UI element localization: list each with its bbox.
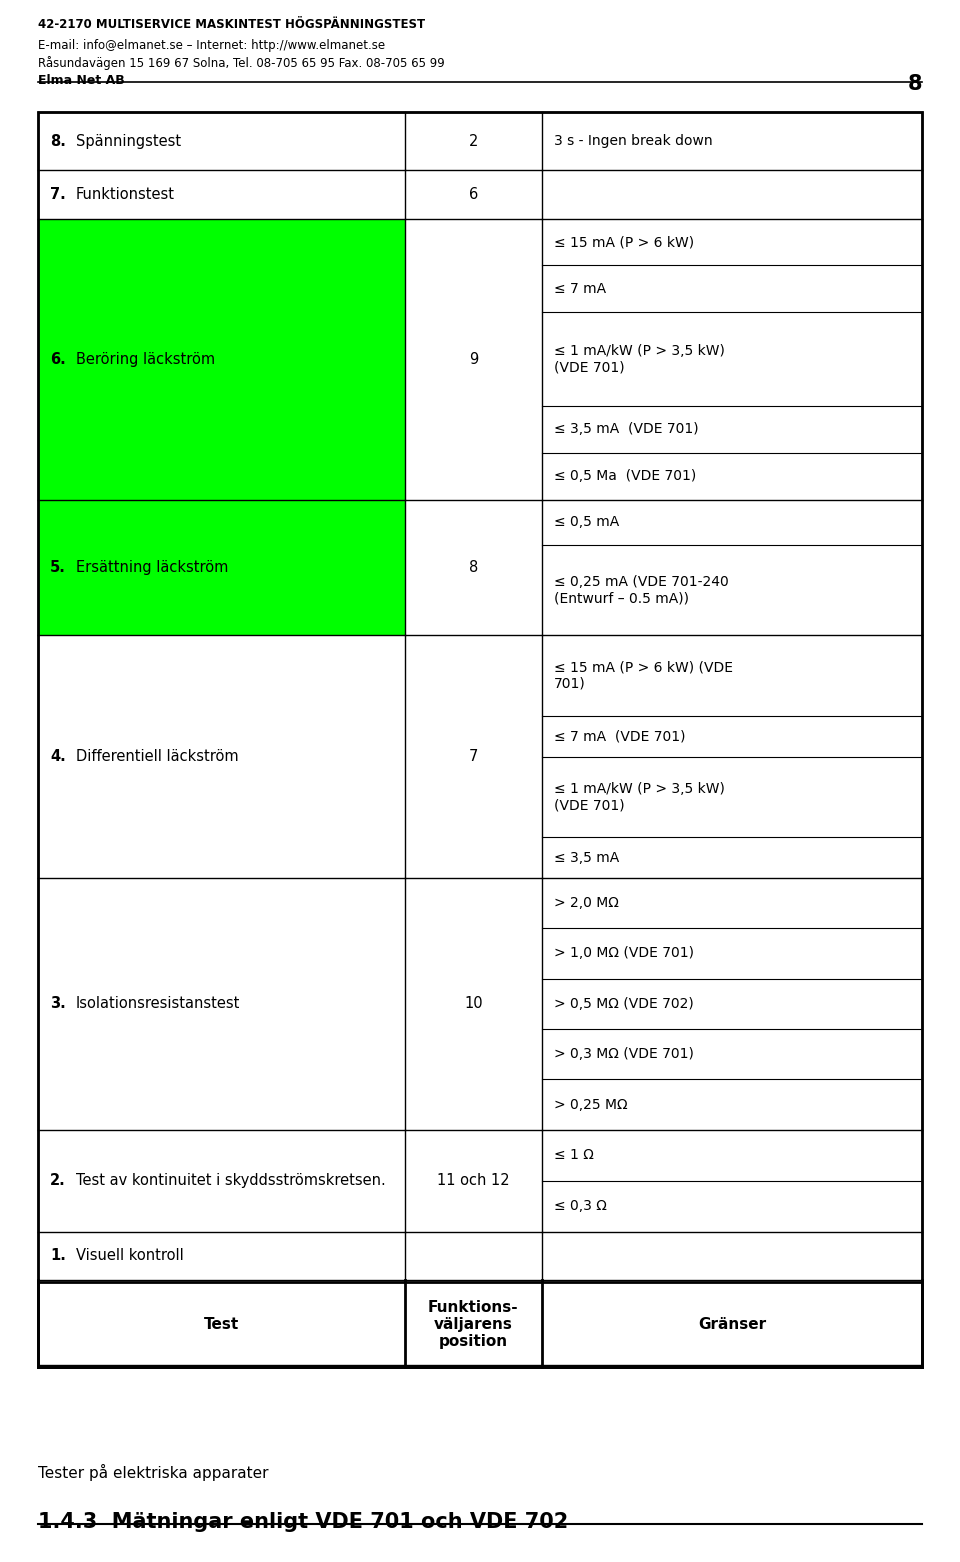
- Text: ≤ 1 Ω: ≤ 1 Ω: [554, 1148, 593, 1162]
- Text: Spänningstest: Spänningstest: [76, 134, 181, 148]
- Text: 42-2170 MULTISERVICE MASKINTEST HÖGSPÄNNINGSTEST: 42-2170 MULTISERVICE MASKINTEST HÖGSPÄNN…: [38, 19, 425, 31]
- Text: 6.: 6.: [50, 351, 65, 367]
- Text: 6: 6: [468, 187, 478, 201]
- Text: 3.: 3.: [50, 997, 65, 1011]
- Text: E-mail: info@elmanet.se – Internet: http://www.elmanet.se: E-mail: info@elmanet.se – Internet: http…: [38, 39, 385, 52]
- Text: Visuell kontroll: Visuell kontroll: [76, 1248, 183, 1264]
- Text: ≤ 3,5 mA  (VDE 701): ≤ 3,5 mA (VDE 701): [554, 422, 699, 436]
- Text: Tester på elektriska apparater: Tester på elektriska apparater: [38, 1464, 269, 1481]
- Text: 4.: 4.: [50, 750, 65, 764]
- Text: Test av kontinuitet i skyddsströmskretsen.: Test av kontinuitet i skyddsströmskretse…: [76, 1173, 386, 1189]
- Bar: [38, 500, 405, 636]
- Text: 11 och 12: 11 och 12: [437, 1173, 510, 1189]
- Text: ≤ 7 mA: ≤ 7 mA: [554, 281, 606, 295]
- Text: > 0,3 MΩ (VDE 701): > 0,3 MΩ (VDE 701): [554, 1047, 694, 1061]
- Text: > 0,25 MΩ: > 0,25 MΩ: [554, 1098, 628, 1112]
- Text: ≤ 15 mA (P > 6 kW) (VDE
701): ≤ 15 mA (P > 6 kW) (VDE 701): [554, 661, 732, 690]
- Text: ≤ 7 mA  (VDE 701): ≤ 7 mA (VDE 701): [554, 729, 685, 744]
- Text: ≤ 0,3 Ω: ≤ 0,3 Ω: [554, 1200, 607, 1214]
- Text: 8.: 8.: [50, 134, 66, 148]
- Text: > 1,0 MΩ (VDE 701): > 1,0 MΩ (VDE 701): [554, 947, 694, 961]
- Text: 8: 8: [907, 73, 922, 94]
- Text: ≤ 0,5 Ma  (VDE 701): ≤ 0,5 Ma (VDE 701): [554, 469, 696, 483]
- Text: Differentiell läckström: Differentiell läckström: [76, 750, 239, 764]
- Text: 8: 8: [468, 561, 478, 575]
- Text: 1.: 1.: [50, 1248, 66, 1264]
- Text: 1.4.3  Mätningar enligt VDE 701 och VDE 702: 1.4.3 Mätningar enligt VDE 701 och VDE 7…: [38, 1512, 568, 1532]
- Text: Elma Net AB: Elma Net AB: [38, 73, 125, 87]
- Text: 3 s - Ingen break down: 3 s - Ingen break down: [554, 134, 712, 148]
- Text: Råsundavägen 15 169 67 Solna, Tel. 08-705 65 95 Fax. 08-705 65 99: Råsundavägen 15 169 67 Solna, Tel. 08-70…: [38, 56, 444, 70]
- Text: ≤ 0,25 mA (VDE 701-240
(Entwurf – 0.5 mA)): ≤ 0,25 mA (VDE 701-240 (Entwurf – 0.5 mA…: [554, 575, 729, 606]
- Text: Funktionstest: Funktionstest: [76, 187, 175, 201]
- Text: ≤ 3,5 mA: ≤ 3,5 mA: [554, 851, 619, 864]
- Text: Ersättning läckström: Ersättning läckström: [76, 561, 228, 575]
- Text: Beröring läckström: Beröring läckström: [76, 351, 215, 367]
- Text: > 0,5 MΩ (VDE 702): > 0,5 MΩ (VDE 702): [554, 997, 694, 1011]
- Text: ≤ 15 mA (P > 6 kW): ≤ 15 mA (P > 6 kW): [554, 234, 694, 248]
- Bar: [38, 112, 922, 1367]
- Text: 7: 7: [468, 750, 478, 764]
- Text: 5.: 5.: [50, 561, 66, 575]
- Text: Test: Test: [204, 1317, 239, 1332]
- Text: ≤ 1 mA/kW (P > 3,5 kW)
(VDE 701): ≤ 1 mA/kW (P > 3,5 kW) (VDE 701): [554, 344, 725, 375]
- Text: ≤ 1 mA/kW (P > 3,5 kW)
(VDE 701): ≤ 1 mA/kW (P > 3,5 kW) (VDE 701): [554, 783, 725, 812]
- Text: Isolationsresistanstest: Isolationsresistanstest: [76, 997, 240, 1011]
- Text: Funktions-
väljarens
position: Funktions- väljarens position: [428, 1300, 518, 1350]
- Text: 10: 10: [464, 997, 483, 1011]
- Text: 2.: 2.: [50, 1173, 65, 1189]
- Bar: [38, 219, 405, 500]
- Text: > 2,0 MΩ: > 2,0 MΩ: [554, 897, 619, 911]
- Text: 9: 9: [468, 351, 478, 367]
- Text: ≤ 0,5 mA: ≤ 0,5 mA: [554, 515, 619, 530]
- Text: Gränser: Gränser: [698, 1317, 766, 1332]
- Text: 7.: 7.: [50, 187, 65, 201]
- Text: 2: 2: [468, 134, 478, 148]
